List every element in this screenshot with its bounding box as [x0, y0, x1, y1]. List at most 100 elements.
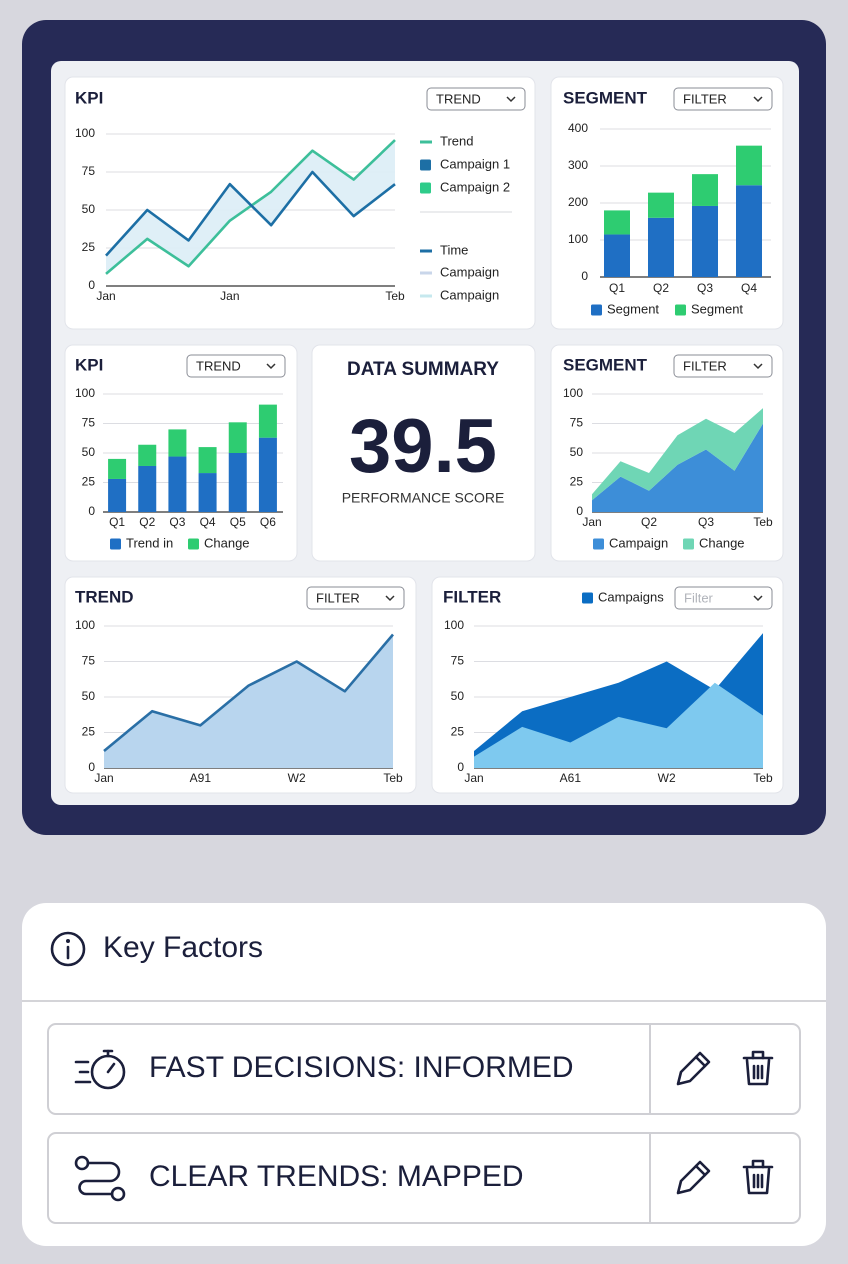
legend-swatch: [420, 182, 431, 194]
chart-title: FILTER: [443, 587, 501, 606]
dropdown-label: FILTER: [683, 91, 727, 106]
legend-swatch: [675, 304, 686, 316]
y-tick-label: 50: [570, 445, 584, 459]
bar: [228, 422, 247, 453]
chevron: [266, 363, 276, 370]
y-tick-label: 75: [82, 654, 96, 668]
key-factors-title: Key Factors: [103, 931, 263, 964]
legend-label: Change: [204, 535, 250, 550]
chart-title: SEGMENT: [563, 355, 648, 374]
y-tick-label: 25: [82, 475, 96, 489]
x-tick-label: Jan: [464, 771, 483, 785]
chart-title: TREND: [75, 587, 134, 606]
route-icon: [74, 1155, 126, 1202]
x-tick-label: A61: [560, 771, 582, 785]
y-tick-label: 300: [568, 158, 588, 172]
x-tick-label: Q4: [200, 515, 216, 529]
edit-button[interactable]: [676, 1160, 711, 1195]
factor-row: CLEAR TRENDS: MAPPED: [47, 1132, 801, 1224]
bar: [168, 456, 187, 512]
bar: [692, 205, 718, 277]
y-tick-label: 25: [451, 725, 465, 739]
legend-label: Campaigns: [598, 589, 664, 604]
bar: [258, 437, 277, 512]
legend-label: Trend: [440, 133, 473, 148]
x-tick-label: Jan: [96, 289, 115, 303]
summary-title: DATA SUMMARY: [347, 359, 499, 380]
bar: [692, 174, 718, 206]
bar: [258, 404, 277, 438]
y-tick-label: 100: [75, 618, 95, 632]
x-tick-label: Q3: [169, 515, 185, 529]
summary-value: 39.5: [349, 404, 497, 489]
y-tick-label: 0: [88, 504, 95, 518]
legend-label: Segment: [691, 301, 743, 316]
y-tick-label: 100: [75, 386, 95, 400]
bar: [736, 145, 762, 186]
legend-label: Campaign: [609, 535, 668, 550]
chevron: [753, 363, 763, 370]
chevron: [506, 96, 516, 103]
chevron: [753, 595, 763, 602]
y-tick-label: 50: [451, 689, 465, 703]
chevron: [385, 595, 395, 602]
y-tick-label: 400: [568, 121, 588, 135]
dropdown[interactable]: [426, 87, 526, 111]
y-tick-label: 0: [457, 760, 464, 774]
dropdown[interactable]: [673, 354, 773, 378]
card: [311, 344, 536, 562]
bar: [168, 429, 187, 457]
y-tick-label: 75: [82, 164, 96, 178]
bar: [198, 447, 217, 474]
legend-label: Campaign 1: [440, 156, 510, 171]
bar: [228, 453, 247, 512]
y-tick-label: 50: [82, 445, 96, 459]
dropdown[interactable]: [306, 586, 405, 610]
dropdown[interactable]: [674, 586, 773, 610]
dropdown[interactable]: [186, 354, 286, 378]
legend-label: Segment: [607, 301, 659, 316]
band-fill: [106, 140, 395, 274]
y-tick-label: 25: [82, 240, 96, 254]
delete-button[interactable]: [742, 1050, 774, 1086]
dropdown-label: FILTER: [316, 590, 360, 605]
x-tick-label: Q3: [698, 515, 714, 529]
chart-title: KPI: [75, 88, 103, 107]
bar: [138, 444, 157, 466]
x-tick-label: A91: [190, 771, 212, 785]
bar: [736, 185, 762, 277]
bar: [108, 458, 127, 479]
legend-label: Campaign 2: [440, 179, 510, 194]
legend-label: Campaign: [440, 287, 499, 302]
x-tick-label: Q1: [609, 281, 625, 295]
legend-swatch: [593, 538, 604, 550]
bar: [198, 473, 217, 512]
delete-button[interactable]: [742, 1159, 774, 1195]
line: [105, 170, 396, 257]
x-tick-label: Teb: [753, 771, 773, 785]
x-tick-label: W2: [658, 771, 676, 785]
x-tick-label: Q2: [139, 515, 155, 529]
bar: [648, 217, 674, 277]
dropdown[interactable]: [673, 87, 773, 111]
legend-swatch: [188, 538, 199, 550]
legend-swatch: [591, 304, 602, 316]
x-tick-label: Jan: [220, 289, 239, 303]
dropdown-label: TREND: [196, 358, 241, 373]
x-tick-label: W2: [288, 771, 306, 785]
bar: [604, 210, 630, 235]
chevron: [753, 96, 763, 103]
row-box: [47, 1132, 801, 1224]
y-tick-label: 0: [581, 269, 588, 283]
edit-button[interactable]: [676, 1051, 711, 1086]
y-tick-label: 25: [570, 475, 584, 489]
y-tick-label: 50: [82, 689, 96, 703]
y-tick-label: 0: [88, 278, 95, 292]
legend-swatch: [110, 538, 121, 550]
info-dot: [66, 939, 70, 943]
y-tick-label: 75: [570, 416, 584, 430]
dropdown-label: TREND: [436, 91, 481, 106]
factor-text: CLEAR TRENDS: MAPPED: [149, 1160, 524, 1193]
y-tick-label: 100: [568, 232, 588, 246]
